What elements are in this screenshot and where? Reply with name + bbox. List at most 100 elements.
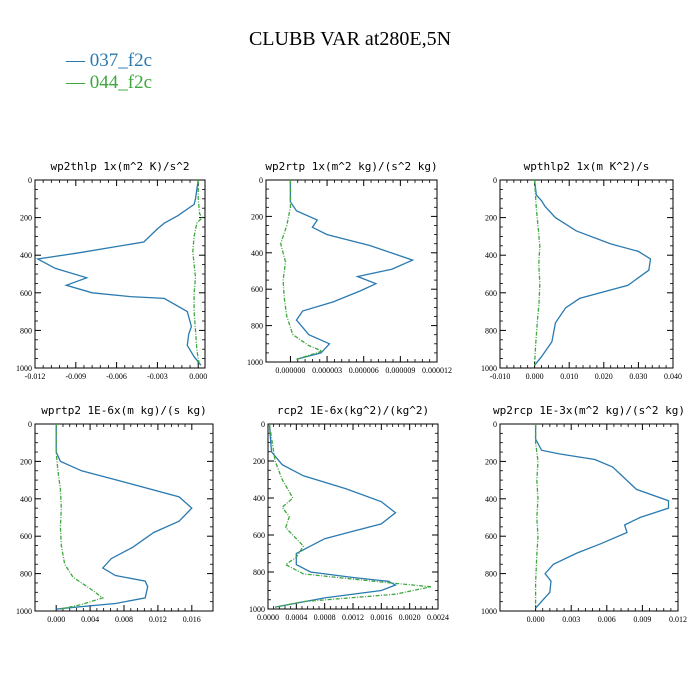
y-tick-label: 400 bbox=[20, 251, 32, 260]
y-tick-label: 600 bbox=[251, 285, 263, 294]
y-tick-label: 0 bbox=[261, 420, 265, 429]
x-tick-label: 0.000 bbox=[527, 615, 545, 624]
y-tick-label: 0 bbox=[259, 176, 263, 185]
plot-panel-5: rcp2 1E-6x(kg^2)/(kg^2) 0.0000 0.0004 0.000… bbox=[249, 404, 449, 622]
plot-frame bbox=[267, 423, 439, 610]
plot-frame bbox=[265, 179, 438, 363]
plot-panel-1: wp2thlp 1x(m^2 K)/s^2 -0.012 -0.009 -0.006 -… bbox=[16, 160, 207, 381]
panel-title: wp2thlp 1x(m^2 K)/s^2 bbox=[50, 160, 189, 173]
y-tick-label: 0 bbox=[493, 420, 497, 429]
x-tick-label: 0.004 bbox=[81, 615, 99, 624]
series-line-037_f2c bbox=[289, 180, 415, 360]
x-tick-label: 0.003 bbox=[562, 615, 580, 624]
x-tick-label: -0.009 bbox=[65, 372, 86, 381]
series-line-044_f2c bbox=[280, 180, 325, 360]
y-tick-label: 1000 bbox=[16, 364, 32, 373]
plot-panel-4: wprtp2 1E-6x(m kg)/(s kg) 0.000 0.004 0.008… bbox=[16, 404, 214, 624]
y-tick-label: 600 bbox=[485, 532, 497, 541]
chart-title: CLUBB VAR at280E,5N bbox=[248, 28, 452, 50]
x-tick-label: 0.0012 bbox=[342, 613, 364, 622]
y-tick-label: 0 bbox=[28, 176, 32, 185]
x-tick-label: 0.0008 bbox=[314, 613, 336, 622]
y-tick-label: 400 bbox=[485, 251, 497, 260]
x-tick-label: -0.003 bbox=[147, 372, 168, 381]
x-tick-label: 0.0000 bbox=[257, 613, 279, 622]
y-tick-label: 200 bbox=[485, 457, 497, 466]
plot-panel-6: wp2rcp 1E-3x(m^2 kg)/(s^2 kg) 0.000 0.003 0… bbox=[481, 404, 687, 624]
x-tick-label: 0.008 bbox=[115, 615, 133, 624]
y-tick-label: 400 bbox=[251, 249, 263, 258]
plot-frame bbox=[499, 423, 679, 612]
x-tick-label: 0.012 bbox=[149, 615, 167, 624]
series-line-044_f2c bbox=[192, 180, 204, 366]
panel-title: wp2rtp 1x(m^2 kg)/(s^2 kg) bbox=[265, 160, 437, 173]
x-tick-label: -0.012 bbox=[25, 372, 46, 381]
legend: — 037_f2c — 044_f2c bbox=[66, 50, 152, 94]
y-tick-label: 200 bbox=[251, 212, 263, 221]
x-tick-label: 0.010 bbox=[560, 372, 578, 381]
y-tick-label: 400 bbox=[253, 494, 265, 503]
y-tick-label: 400 bbox=[485, 495, 497, 504]
series-line-037_f2c bbox=[35, 179, 202, 366]
y-tick-label: 800 bbox=[20, 326, 32, 335]
plot-panel-2: wp2rtp 1x(m^2 kg)/(s^2 kg) 0.000000 0.0000… bbox=[247, 160, 452, 375]
y-tick-label: 600 bbox=[485, 289, 497, 298]
x-tick-label: 0.016 bbox=[183, 615, 201, 624]
panel-title: wp2rcp 1E-3x(m^2 kg)/(s^2 kg) bbox=[493, 404, 685, 417]
x-tick-label: 0.040 bbox=[664, 372, 682, 381]
series-line-037_f2c bbox=[268, 423, 398, 608]
y-tick-label: 800 bbox=[253, 568, 265, 577]
x-tick-label: 0.009 bbox=[633, 615, 651, 624]
y-tick-label: 1000 bbox=[481, 364, 497, 373]
series-line-037_f2c bbox=[55, 424, 193, 610]
legend-entry-037: — 037_f2c bbox=[66, 50, 153, 71]
x-tick-label: -0.010 bbox=[490, 372, 511, 381]
y-tick-label: 600 bbox=[20, 289, 32, 298]
y-tick-label: 800 bbox=[485, 570, 497, 579]
y-tick-label: 200 bbox=[253, 457, 265, 466]
y-tick-label: 800 bbox=[485, 326, 497, 335]
y-tick-label: 400 bbox=[20, 495, 32, 504]
y-tick-label: 200 bbox=[485, 214, 497, 223]
plot-frame bbox=[34, 423, 214, 612]
y-tick-label: 800 bbox=[20, 570, 32, 579]
y-tick-label: 1000 bbox=[249, 605, 265, 614]
series-line-037_f2c bbox=[533, 179, 652, 366]
y-tick-label: 600 bbox=[253, 531, 265, 540]
y-tick-label: 1000 bbox=[481, 607, 497, 616]
x-tick-label: 0.0024 bbox=[427, 613, 449, 622]
y-tick-label: 600 bbox=[20, 532, 32, 541]
x-tick-label: 0.000 bbox=[47, 615, 65, 624]
x-tick-label: 0.0004 bbox=[285, 613, 307, 622]
series-line-044_f2c bbox=[534, 424, 539, 609]
x-tick-label: 0.000 bbox=[189, 372, 207, 381]
y-tick-label: 800 bbox=[251, 322, 263, 331]
x-tick-label: 0.030 bbox=[629, 372, 647, 381]
x-tick-label: 0.000009 bbox=[385, 366, 415, 375]
y-tick-label: 0 bbox=[28, 420, 32, 429]
x-tick-label: 0.000012 bbox=[422, 366, 452, 375]
panel-title: rcp2 1E-6x(kg^2)/(kg^2) bbox=[277, 404, 429, 417]
panel-title: wpthlp2 1x(m K^2)/s bbox=[524, 160, 650, 173]
y-tick-label: 1000 bbox=[247, 358, 263, 367]
x-tick-label: 0.0016 bbox=[370, 613, 392, 622]
series-line-044_f2c bbox=[55, 424, 105, 610]
x-tick-label: 0.000006 bbox=[349, 366, 379, 375]
series-line-044_f2c bbox=[533, 179, 541, 366]
plot-frame bbox=[34, 179, 206, 369]
x-tick-label: 0.006 bbox=[598, 615, 616, 624]
x-tick-label: 0.0020 bbox=[399, 613, 421, 622]
series-line-044_f2c bbox=[268, 423, 432, 608]
legend-entry-044: — 044_f2c bbox=[66, 72, 153, 93]
x-tick-label: 0.000000 bbox=[275, 366, 305, 375]
x-tick-label: 0.020 bbox=[595, 372, 613, 381]
x-tick-label: -0.006 bbox=[106, 372, 127, 381]
y-tick-label: 0 bbox=[493, 176, 497, 185]
x-tick-label: 0.000 bbox=[526, 372, 544, 381]
plot-frame bbox=[499, 179, 674, 369]
x-tick-label: 0.012 bbox=[669, 615, 687, 624]
y-tick-label: 200 bbox=[20, 457, 32, 466]
y-tick-label: 1000 bbox=[16, 607, 32, 616]
panel-title: wprtp2 1E-6x(m kg)/(s kg) bbox=[41, 404, 207, 417]
